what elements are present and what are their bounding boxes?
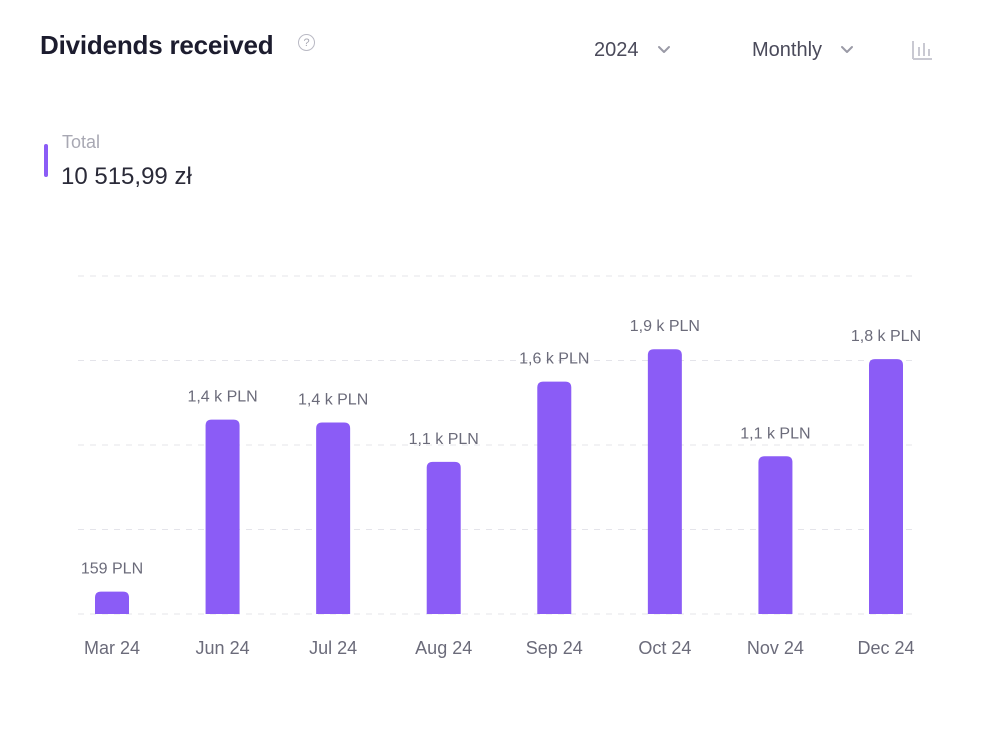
data-label: 1,4 k PLN	[187, 389, 257, 406]
page-title: Dividends received	[40, 30, 274, 60]
period-select-value: Monthly	[752, 38, 823, 61]
chevron-down-icon	[841, 46, 854, 53]
x-tick-label: Aug 24	[415, 638, 472, 658]
chart-header: Dividends received ? 2024 Monthly	[0, 0, 1004, 100]
data-label: 1,9 k PLN	[630, 318, 700, 335]
period-select[interactable]: Monthly	[752, 36, 854, 64]
help-icon[interactable]: ?	[298, 34, 315, 51]
bar-jul-24[interactable]	[316, 422, 351, 614]
total-accent-bar	[44, 144, 48, 177]
data-label: 1,6 k PLN	[519, 351, 589, 368]
bar-dec-24[interactable]	[869, 359, 903, 614]
x-tick-label: Mar 24	[84, 638, 140, 658]
bar-sep-24[interactable]	[537, 381, 572, 614]
x-tick-label: Sep 24	[526, 638, 583, 658]
data-label: 159 PLN	[81, 561, 143, 578]
data-label: 1,8 k PLN	[851, 328, 921, 345]
bar-nov-24[interactable]	[758, 456, 793, 614]
data-label: 1,4 k PLN	[298, 391, 368, 408]
total-label: Total	[62, 132, 101, 152]
bar-mar-24[interactable]	[95, 591, 129, 614]
bar-chart-icon[interactable]	[910, 38, 934, 62]
x-tick-label: Jul 24	[309, 638, 357, 658]
bar-jun-24[interactable]	[205, 419, 240, 614]
total-value: 10 515,99 zł	[61, 163, 192, 190]
year-select-value: 2024	[594, 38, 639, 61]
x-tick-label: Nov 24	[747, 638, 804, 658]
x-tick-label: Oct 24	[638, 638, 691, 658]
bar-oct-24[interactable]	[647, 349, 682, 614]
data-label: 1,1 k PLN	[740, 425, 810, 442]
x-tick-label: Dec 24	[857, 638, 914, 658]
chevron-down-icon	[657, 46, 670, 53]
bar-aug-24[interactable]	[426, 461, 461, 614]
x-tick-label: Jun 24	[196, 638, 250, 658]
year-select[interactable]: 2024	[594, 36, 671, 64]
data-label: 1,1 k PLN	[409, 431, 479, 448]
